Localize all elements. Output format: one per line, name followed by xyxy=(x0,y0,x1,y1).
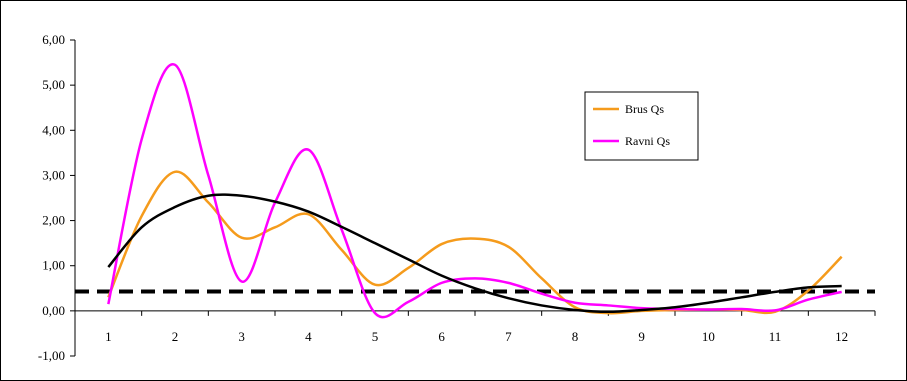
x-tick-label: 9 xyxy=(638,329,645,344)
y-tick-label: 6,00 xyxy=(42,32,65,47)
y-tick-label: 5,00 xyxy=(42,77,65,92)
y-tick-label: 4,00 xyxy=(42,122,65,137)
y-tick-label: 3,00 xyxy=(42,167,65,182)
x-tick-label: 8 xyxy=(572,329,579,344)
legend-label: Ravni Qs xyxy=(625,134,670,148)
x-tick-labels: 1 2 3 4 5 6 7 8 9 10 11 12 xyxy=(105,329,848,344)
y-tick-label: 2,00 xyxy=(42,213,65,228)
x-tick-label: 12 xyxy=(835,329,848,344)
x-tick-label: 5 xyxy=(372,329,379,344)
series-group xyxy=(107,63,843,319)
legend-box xyxy=(584,91,699,161)
y-tick-label: -1,00 xyxy=(38,348,65,363)
y-tick-label: 0,00 xyxy=(42,303,65,318)
x-tick-label: 2 xyxy=(172,329,179,344)
series-line-ravni-qs xyxy=(107,63,842,319)
x-tick-label: 3 xyxy=(238,329,245,344)
series-line-black xyxy=(107,193,842,314)
x-tick-label: 1 xyxy=(105,329,112,344)
x-tick-label: 6 xyxy=(438,329,445,344)
x-tick-label: 4 xyxy=(305,329,312,344)
x-tick-label: 10 xyxy=(702,329,715,344)
y-tick-label: 1,00 xyxy=(42,258,65,273)
x-tick-label: 11 xyxy=(769,329,782,344)
legend: Brus Qs Ravni Qs xyxy=(584,91,699,161)
x-tick-label: 7 xyxy=(505,329,512,344)
legend-label: Brus Qs xyxy=(625,102,664,116)
y-tick-labels: -1,00 0,00 1,00 2,00 3,00 4,00 5,00 6,00 xyxy=(38,32,65,363)
